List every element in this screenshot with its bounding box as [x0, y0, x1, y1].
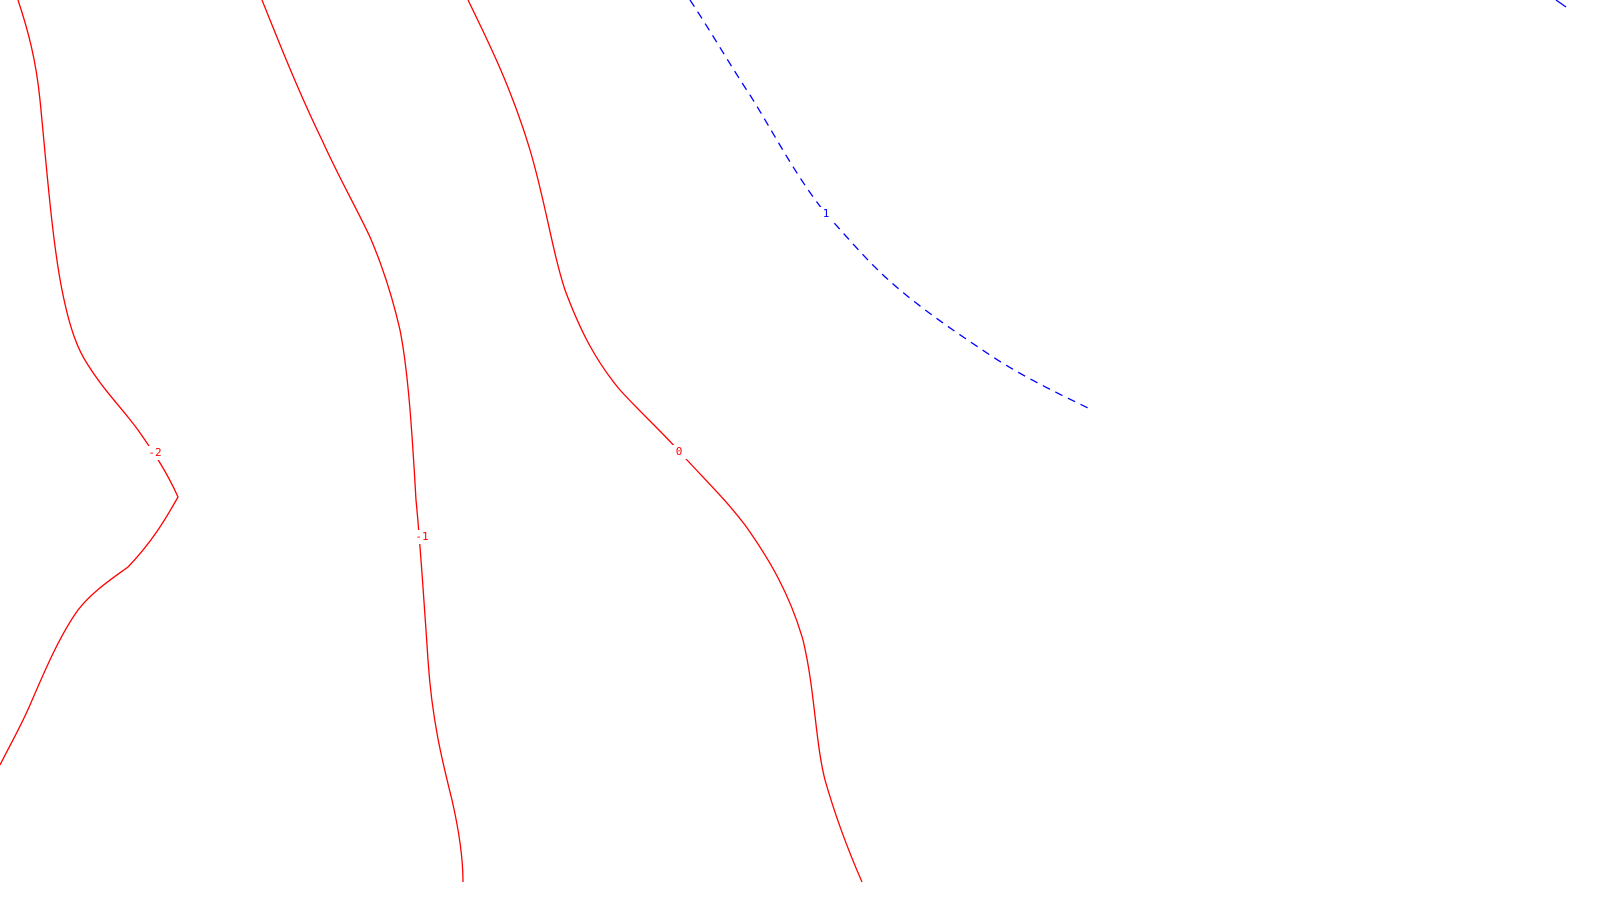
contour-labels: -2 -1 0 1: [146, 207, 835, 544]
contour-line-level-minus-1: [261, 0, 464, 883]
contour-lines: [0, 0, 1567, 883]
contour-line-level-1: [689, 0, 1089, 409]
contour-label-background: [413, 530, 431, 544]
contour-label-background: [817, 207, 835, 221]
contour-label-level-1: 1: [823, 207, 830, 220]
contour-label-level-0: 0: [676, 445, 683, 458]
contour-label-background: [146, 446, 164, 460]
contour-label-level-minus-1: -1: [415, 530, 428, 543]
contour-label-background: [670, 445, 688, 459]
contour-label-level-minus-2: -2: [148, 446, 161, 459]
contour-line-level-0: [467, 0, 863, 883]
contour-line-fragment-corner: [1555, 0, 1567, 8]
contour-line-level-minus-2: [0, 0, 179, 766]
